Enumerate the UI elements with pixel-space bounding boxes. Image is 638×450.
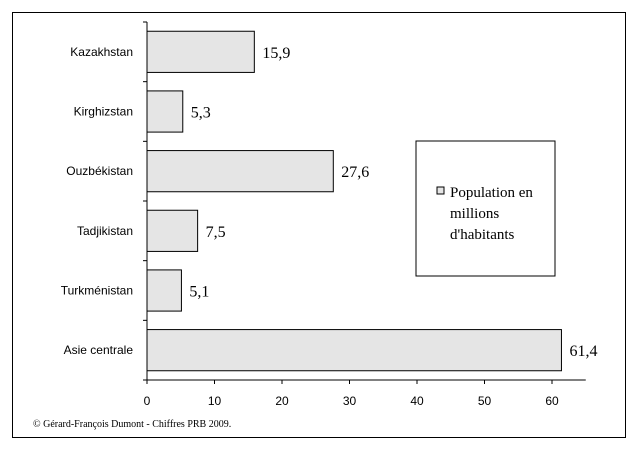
legend: Population en millions d'habitants — [415, 140, 556, 277]
category-label: Kirghizstan — [74, 105, 133, 119]
value-label: 61,4 — [569, 343, 597, 360]
bar — [146, 329, 562, 372]
axes: 0 10 20 30 40 50 60 Kazakhstan Kirghizstan Ouzbék… — [61, 21, 586, 408]
category-label: Kazakhstan — [70, 45, 133, 59]
legend-box — [415, 140, 556, 277]
bars: 15,9 5,3 27,6 7,5 5,1 61,4 — [146, 30, 597, 372]
legend-line-1: Population en — [450, 185, 533, 201]
x-tick-label: 50 — [478, 394, 492, 408]
legend-line-3: d'habitants — [450, 227, 515, 243]
category-label: Asie centrale — [64, 343, 134, 357]
bar — [146, 150, 334, 193]
category-label: Tadjikistan — [77, 224, 133, 238]
value-label: 15,9 — [262, 45, 290, 62]
x-tick-label: 60 — [545, 394, 559, 408]
x-tick-label: 0 — [144, 394, 151, 408]
bar — [146, 90, 184, 133]
value-label: 7,5 — [206, 224, 226, 241]
x-tick-label: 30 — [343, 394, 357, 408]
copyright-footer: © Gérard-François Dumont - Chiffres PRB … — [33, 419, 231, 430]
bar — [146, 209, 199, 252]
value-label: 27,6 — [341, 164, 369, 181]
category-label: Ouzbékistan — [66, 164, 133, 178]
value-label: 5,3 — [191, 105, 211, 122]
x-tick-label: 40 — [410, 394, 424, 408]
x-tick-label: 20 — [275, 394, 289, 408]
x-tick-label: 10 — [208, 394, 222, 408]
legend-line-2: millions — [450, 206, 499, 222]
bar — [146, 269, 182, 312]
legend-swatch — [436, 186, 445, 195]
value-label: 5,1 — [189, 284, 209, 301]
bar — [146, 30, 255, 73]
category-label: Turkménistan — [61, 284, 133, 298]
